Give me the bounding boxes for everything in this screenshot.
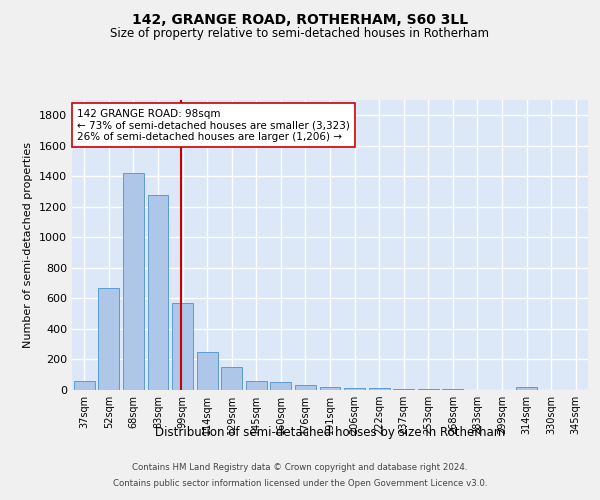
Y-axis label: Number of semi-detached properties: Number of semi-detached properties [23, 142, 34, 348]
Bar [197, 352, 218, 390]
Bar [221, 368, 242, 390]
Bar [516, 387, 537, 390]
Bar [393, 389, 414, 390]
Text: Contains public sector information licensed under the Open Government Licence v3: Contains public sector information licen… [113, 478, 487, 488]
Bar [344, 388, 365, 390]
Text: 142 GRANGE ROAD: 98sqm
← 73% of semi-detached houses are smaller (3,323)
26% of : 142 GRANGE ROAD: 98sqm ← 73% of semi-det… [77, 108, 350, 142]
Text: 142, GRANGE ROAD, ROTHERHAM, S60 3LL: 142, GRANGE ROAD, ROTHERHAM, S60 3LL [132, 12, 468, 26]
Bar [295, 386, 316, 390]
Bar [172, 303, 193, 390]
Text: Contains HM Land Registry data © Crown copyright and database right 2024.: Contains HM Land Registry data © Crown c… [132, 464, 468, 472]
Bar [418, 389, 439, 390]
Bar [246, 381, 267, 390]
Bar [74, 381, 95, 390]
Text: Distribution of semi-detached houses by size in Rotherham: Distribution of semi-detached houses by … [155, 426, 505, 439]
Bar [123, 174, 144, 390]
Bar [98, 288, 119, 390]
Text: Size of property relative to semi-detached houses in Rotherham: Size of property relative to semi-detach… [110, 28, 490, 40]
Bar [271, 382, 292, 390]
Bar [320, 387, 340, 390]
Bar [368, 388, 389, 390]
Bar [148, 194, 169, 390]
